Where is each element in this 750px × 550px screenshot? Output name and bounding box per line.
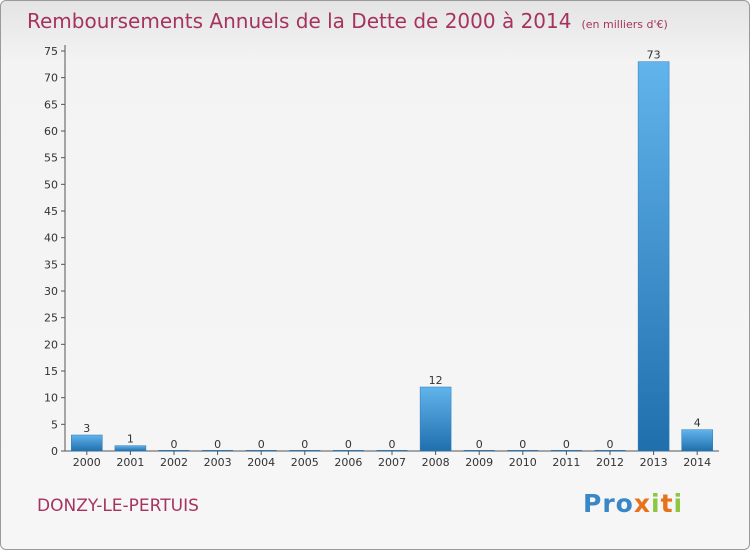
bar-2010 [507,450,539,451]
logo-letter: r [602,489,616,518]
y-tick-label: 0 [51,445,58,458]
logo-letter: t [660,489,674,518]
bar-2006 [332,450,364,451]
x-tick-label-2001: 2001 [116,456,144,469]
y-tick-label: 45 [44,205,58,218]
value-label-2001: 1 [127,433,134,446]
x-tick-label-2004: 2004 [247,456,275,469]
value-label-2014: 4 [694,417,701,430]
y-tick-label: 25 [44,312,58,325]
y-tick-label: 40 [44,232,58,245]
x-tick-label-2013: 2013 [640,456,668,469]
bar-2005 [289,450,321,451]
x-tick-label-2008: 2008 [422,456,450,469]
x-tick-label-2006: 2006 [334,456,362,469]
value-label-2003: 0 [214,438,221,451]
logo-letter: P [583,489,603,518]
y-tick-label: 5 [51,418,58,431]
x-tick-label-2000: 2000 [73,456,101,469]
x-tick-label-2010: 2010 [509,456,537,469]
x-tick-label-2005: 2005 [291,456,319,469]
y-tick-label: 65 [44,98,58,111]
bar-2011 [550,450,582,451]
bar-2002 [158,450,190,451]
chart-title: Remboursements Annuels de la Dette de 20… [27,9,668,33]
value-label-2000: 3 [83,422,90,435]
value-label-2005: 0 [301,438,308,451]
value-label-2010: 0 [519,438,526,451]
town-name: DONZY-LE-PERTUIS [37,496,199,516]
bar-2003 [202,450,234,451]
logo-letter: x [633,489,651,518]
x-tick-label-2012: 2012 [596,456,624,469]
y-tick-label: 35 [44,258,58,271]
value-label-2009: 0 [476,438,483,451]
y-tick-label: 30 [44,285,58,298]
value-label-2004: 0 [258,438,265,451]
x-tick-label-2003: 2003 [204,456,232,469]
value-label-2012: 0 [607,438,614,451]
bar-2008 [419,386,452,452]
logo-letter: o [615,489,634,518]
y-tick-label: 55 [44,152,58,165]
bar-2001 [114,445,147,452]
bar-2000 [71,434,103,452]
chart-title-text: Remboursements Annuels de la Dette de 20… [27,9,572,33]
bar-2004 [245,450,277,451]
x-tick-label-2014: 2014 [683,456,711,469]
y-tick-label: 50 [44,178,58,191]
proxiti-logo: Proxiti [583,489,683,518]
bar-2012 [594,450,626,451]
value-label-2007: 0 [389,438,396,451]
bar-2014 [681,429,713,452]
y-tick-label: 60 [44,125,58,138]
value-label-2013: 73 [647,49,661,62]
x-tick-label-2011: 2011 [552,456,580,469]
logo-letter: i [673,489,684,518]
x-tick-label-2002: 2002 [160,456,188,469]
x-tick-label-2007: 2007 [378,456,406,469]
y-tick-label: 15 [44,365,58,378]
logo-letter: i [651,489,661,518]
bar-2007 [376,450,408,451]
y-tick-label: 20 [44,338,58,351]
chart-unit-label: (en milliers d'€) [581,18,668,31]
x-tick-label-2009: 2009 [465,456,493,469]
bar-2013 [637,61,670,452]
bar-2009 [463,450,495,451]
value-label-2002: 0 [171,438,178,451]
value-label-2011: 0 [563,438,570,451]
value-label-2008: 12 [429,374,443,387]
y-tick-label: 75 [44,45,58,58]
y-tick-label: 70 [44,72,58,85]
y-tick-label: 10 [44,392,58,405]
value-label-2006: 0 [345,438,352,451]
